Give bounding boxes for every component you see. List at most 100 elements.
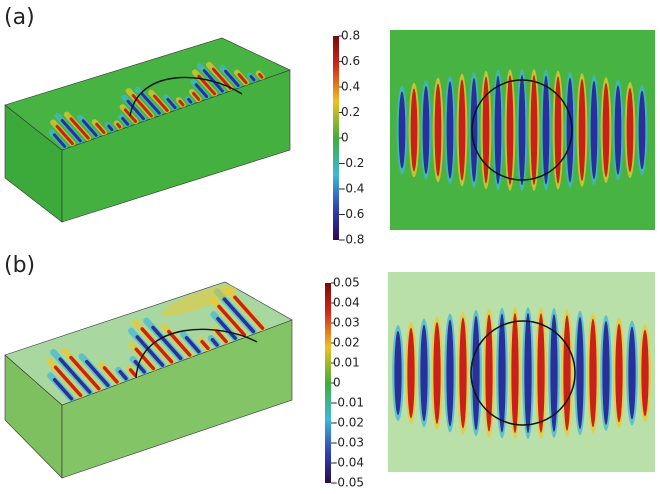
stripe [458, 79, 466, 181]
stripe [459, 317, 467, 429]
stripe [211, 67, 232, 90]
stripe [494, 75, 502, 185]
stripe [530, 75, 538, 185]
stripe [498, 313, 506, 433]
stripe [134, 347, 156, 371]
panel-label: (b) [4, 253, 35, 278]
stripe [563, 315, 571, 431]
stripe [52, 133, 67, 148]
stripe [126, 99, 145, 121]
colorbar-tick-label: 0.02 [333, 336, 360, 350]
colorbar-tick-label: -0.2 [341, 156, 364, 170]
stripe [116, 122, 122, 129]
colorbar-tick-label: 0.04 [333, 296, 360, 310]
stripe [184, 336, 201, 354]
stripe [394, 331, 402, 415]
curve [135, 328, 258, 379]
stripe [638, 90, 646, 170]
stripe [641, 329, 649, 417]
colorbar-tick-label: -0.8 [341, 233, 364, 247]
stripe [485, 314, 493, 432]
stripe [55, 124, 74, 146]
stripe [118, 370, 128, 381]
stripe [615, 323, 623, 423]
field-a [48, 61, 265, 150]
stripe [422, 86, 430, 174]
stripe [102, 366, 119, 384]
stripe [133, 359, 147, 374]
stripe [81, 119, 98, 137]
stripe [167, 329, 192, 357]
stripe [140, 327, 174, 364]
colorbar-tick-label: -0.03 [333, 436, 364, 450]
panel-label: (a) [4, 5, 35, 30]
stripe [482, 76, 490, 184]
colorbar-tick-label: 0.4 [341, 80, 360, 94]
stripe [602, 321, 610, 425]
stripe [215, 329, 228, 344]
stripe [222, 296, 256, 334]
colorbar-tick-label: -0.02 [333, 416, 364, 430]
stripe [446, 81, 454, 179]
colorbar-tick-label: 0.05 [333, 276, 360, 290]
stripe [518, 75, 526, 185]
stripe [216, 317, 237, 340]
stripe [224, 69, 240, 87]
stripe [217, 304, 247, 337]
box-a [4, 37, 291, 223]
stripe [590, 80, 598, 180]
stripe [52, 378, 74, 401]
blob [162, 284, 238, 316]
stripe [200, 339, 210, 351]
stripe [95, 122, 106, 135]
curve [129, 76, 243, 117]
stripe [626, 88, 634, 172]
colorbar-tick-label: -0.4 [341, 182, 364, 196]
stripe [614, 85, 622, 175]
stripe [135, 335, 165, 367]
stripe [537, 313, 545, 433]
stripe [578, 79, 586, 181]
stripe [511, 313, 519, 433]
stripe [178, 99, 185, 107]
stripe [58, 357, 92, 394]
stripe [524, 313, 532, 433]
stripe [542, 75, 550, 185]
stripe [233, 295, 265, 330]
stripe [506, 75, 514, 185]
stripe [69, 117, 90, 140]
colorbar-tick-label: 0.2 [341, 105, 360, 119]
stripe [152, 94, 169, 112]
stripe [140, 92, 161, 115]
stripe [85, 359, 110, 388]
map-a-field [396, 69, 648, 191]
stripe [554, 76, 562, 184]
stripe [446, 319, 454, 427]
stripe [151, 325, 183, 361]
colorbar-tick-label: -0.04 [333, 456, 364, 470]
colorbar [325, 283, 331, 483]
stripe [433, 322, 441, 424]
stripe [410, 88, 418, 172]
colorbar-tick-label: 0.8 [341, 29, 360, 43]
stripe [470, 77, 478, 183]
colorbar-tick-label: 0.01 [333, 356, 360, 370]
colorbar-tick-label: 0 [333, 376, 341, 390]
circle [471, 79, 573, 181]
stripe [60, 118, 82, 143]
stripe [192, 91, 201, 101]
colorbar-tick-label: 0.6 [341, 54, 360, 68]
stripe [628, 326, 636, 420]
stripe [398, 91, 406, 169]
stripe [258, 72, 264, 79]
map-b-field [392, 307, 651, 439]
stripe [602, 83, 610, 177]
stripe [53, 365, 83, 398]
stripe [69, 355, 101, 391]
colorbar-tick-label: 0.03 [333, 316, 360, 330]
colorbar-tick-label: -0.01 [333, 396, 364, 410]
stripe [576, 316, 584, 430]
stripe [550, 314, 558, 432]
circle [470, 320, 576, 426]
